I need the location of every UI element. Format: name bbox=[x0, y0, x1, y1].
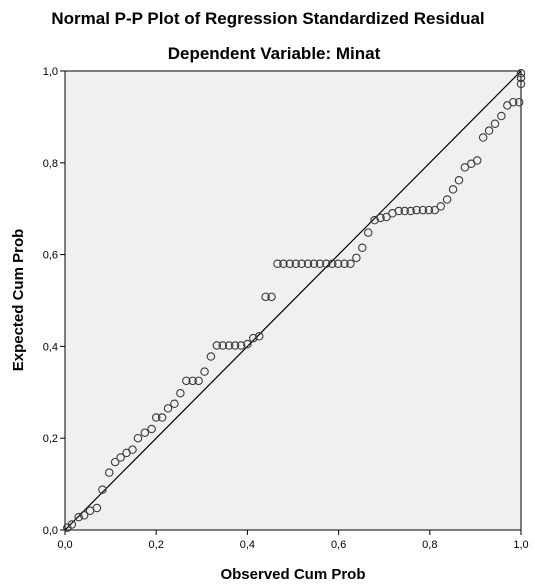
data-point bbox=[147, 424, 156, 434]
data-point bbox=[140, 428, 150, 437]
data-point bbox=[460, 163, 470, 172]
data-point bbox=[448, 185, 458, 194]
data-point bbox=[224, 341, 234, 350]
y-tick-label: 0,0 bbox=[43, 525, 58, 537]
y-axis: 0,0 0,2 0,4 0,6 0,8 1,0 bbox=[43, 66, 65, 537]
data-point bbox=[333, 259, 343, 269]
data-point bbox=[309, 259, 319, 269]
data-point bbox=[376, 213, 385, 223]
data-point bbox=[514, 97, 524, 107]
x-tick-label: 0,2 bbox=[149, 539, 164, 551]
data-point bbox=[352, 253, 361, 263]
data-point bbox=[79, 511, 89, 520]
data-point bbox=[400, 206, 409, 216]
y-tick-label: 1,0 bbox=[43, 66, 58, 78]
data-point bbox=[163, 404, 173, 413]
data-point bbox=[67, 520, 77, 529]
data-point bbox=[267, 292, 276, 302]
data-point bbox=[497, 111, 506, 121]
data-point bbox=[412, 205, 421, 215]
data-point bbox=[303, 259, 313, 269]
data-point bbox=[382, 212, 391, 222]
data-point bbox=[206, 352, 216, 361]
data-point bbox=[230, 341, 240, 350]
data-point bbox=[291, 259, 300, 269]
data-point bbox=[516, 69, 526, 78]
data-point bbox=[516, 73, 526, 83]
data-point bbox=[236, 341, 246, 350]
data-point bbox=[454, 175, 464, 185]
data-point bbox=[170, 399, 179, 409]
data-point bbox=[249, 333, 258, 343]
data-point bbox=[176, 388, 185, 398]
y-axis-label: Expected Cum Prob bbox=[10, 229, 27, 372]
reference-diagonal-line bbox=[64, 70, 522, 531]
data-point bbox=[218, 341, 228, 350]
chart-title: Normal P-P Plot of Regression Standardiz… bbox=[51, 9, 484, 28]
data-point bbox=[418, 205, 428, 215]
data-point bbox=[442, 195, 452, 204]
data-point bbox=[508, 97, 518, 107]
data-point bbox=[261, 292, 270, 302]
data-point bbox=[370, 215, 379, 225]
data-point bbox=[363, 228, 373, 237]
x-tick-label: 1,0 bbox=[513, 539, 528, 551]
x-tick-label: 0,4 bbox=[240, 539, 255, 551]
data-point bbox=[285, 259, 295, 269]
data-point bbox=[430, 205, 440, 215]
data-point bbox=[128, 445, 137, 454]
data-point bbox=[243, 339, 252, 349]
data-point bbox=[157, 413, 167, 422]
data-point bbox=[74, 512, 83, 522]
data-point bbox=[188, 376, 197, 386]
data-point bbox=[424, 205, 434, 215]
x-tick-label: 0,6 bbox=[331, 539, 346, 551]
data-point bbox=[212, 341, 222, 350]
y-tick-label: 0,2 bbox=[43, 433, 58, 445]
data-point bbox=[516, 79, 526, 89]
data-point bbox=[255, 332, 264, 341]
data-point bbox=[297, 259, 306, 269]
data-point bbox=[104, 468, 114, 477]
data-point bbox=[490, 119, 500, 129]
data-point bbox=[273, 259, 282, 269]
y-tick-label: 0,4 bbox=[43, 341, 58, 353]
chart-subtitle: Dependent Variable: Minat bbox=[168, 44, 381, 63]
data-point bbox=[484, 126, 494, 135]
data-point bbox=[98, 485, 107, 494]
data-point bbox=[92, 503, 102, 513]
y-tick-label: 0,6 bbox=[43, 250, 58, 262]
data-point bbox=[200, 367, 209, 376]
x-tick-label: 0,0 bbox=[57, 539, 72, 551]
data-point bbox=[327, 259, 337, 269]
data-point bbox=[116, 453, 125, 462]
data-point bbox=[110, 457, 120, 467]
data-point bbox=[406, 206, 415, 216]
data-point bbox=[322, 259, 331, 269]
y-tick-label: 0,8 bbox=[43, 158, 58, 170]
x-tick-label: 0,8 bbox=[422, 539, 437, 551]
data-point bbox=[478, 133, 488, 142]
data-point bbox=[436, 202, 445, 211]
data-point bbox=[279, 259, 288, 269]
data-point bbox=[340, 259, 349, 269]
data-point bbox=[194, 376, 203, 386]
x-axis: 0,0 0,2 0,4 0,6 0,8 1,0 bbox=[57, 530, 529, 551]
data-point bbox=[182, 376, 191, 386]
data-point bbox=[394, 206, 404, 216]
data-point bbox=[358, 243, 367, 252]
x-axis-label: Observed Cum Prob bbox=[220, 566, 365, 583]
data-points bbox=[63, 69, 526, 532]
data-point bbox=[133, 433, 143, 443]
data-point bbox=[472, 156, 482, 165]
data-point bbox=[315, 259, 325, 269]
data-point bbox=[151, 413, 161, 422]
data-point bbox=[346, 259, 355, 269]
